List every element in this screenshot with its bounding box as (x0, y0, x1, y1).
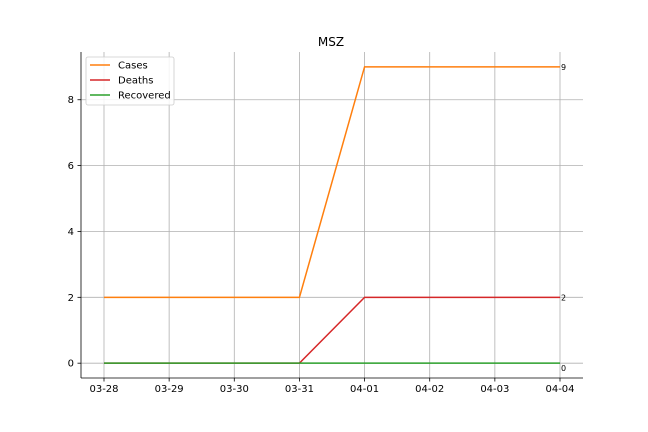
x-tick-label: 04-03 (480, 384, 509, 395)
x-tick-label: 04-02 (415, 384, 444, 395)
x-axis-ticks: 03-28 03-29 03-30 03-31 04-01 04-02 04-03 04-04 (89, 378, 575, 395)
x-tick-label: 03-30 (220, 384, 249, 395)
chart-title: MSZ (318, 35, 344, 49)
end-label-recovered: 0 (561, 364, 566, 373)
series-line-cases (104, 66, 560, 299)
x-tick-label: 04-04 (545, 384, 574, 395)
y-axis-ticks: 0 2 4 6 8 (68, 95, 81, 370)
y-tick-label: 0 (68, 359, 74, 370)
end-label-cases: 9 (561, 63, 566, 72)
y-tick-label: 2 (68, 293, 74, 304)
legend: Cases Deaths Recovered (85, 56, 175, 106)
legend-box (85, 56, 175, 106)
series-lines (104, 66, 560, 364)
y-tick-label: 8 (68, 95, 74, 106)
y-tick-label: 6 (68, 161, 74, 172)
series-line-deaths (104, 296, 560, 364)
legend-label-cases: Cases (118, 61, 148, 72)
y-tick-label: 4 (68, 227, 74, 238)
end-labels: 9 2 0 (561, 63, 566, 373)
legend-label-deaths: Deaths (118, 76, 153, 87)
x-tick-label: 03-29 (155, 384, 184, 395)
axes (80, 52, 583, 379)
x-tick-label: 04-01 (350, 384, 379, 395)
end-label-deaths: 2 (561, 293, 566, 302)
legend-label-recovered: Recovered (118, 91, 171, 102)
x-tick-label: 03-31 (285, 384, 314, 395)
x-tick-label: 03-28 (89, 384, 118, 395)
